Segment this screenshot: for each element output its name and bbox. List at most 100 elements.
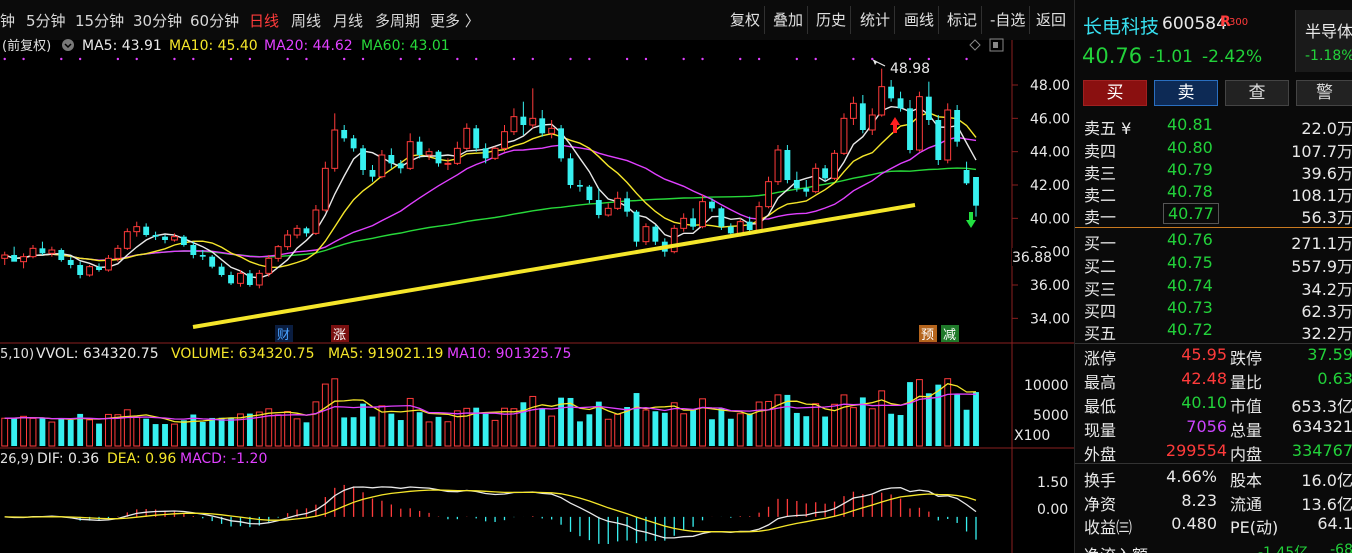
bid-row-2[interactable]: 买二 40.75 557.9万	[1075, 252, 1352, 276]
candle-body	[577, 185, 583, 187]
period-tab-1min[interactable]: 钟	[0, 12, 16, 30]
kline-chart[interactable]: (前复权) MA5: 43.91 MA10: 45.40 MA20: 44.62…	[0, 0, 1074, 553]
volume-bar	[388, 413, 395, 446]
trendline-drawing[interactable]	[192, 203, 916, 329]
ask-row-5[interactable]: 卖五 ¥ 40.81 22.0万	[1075, 114, 1352, 138]
remove-watchlist-button[interactable]: -自选	[986, 6, 1031, 34]
candle-body	[350, 138, 357, 149]
volume-bar	[180, 420, 187, 446]
restore-rights-button[interactable]: 复权	[726, 6, 766, 34]
volume-ma-lines	[4, 382, 977, 423]
history-button[interactable]: 历史	[812, 6, 852, 34]
event-badge-finance[interactable]	[275, 325, 293, 342]
volume-bar	[529, 395, 537, 447]
volume-bar	[680, 413, 688, 447]
alert-button[interactable]: 警	[1296, 80, 1352, 106]
volume-bar	[586, 414, 593, 446]
volume-bar	[670, 402, 678, 447]
sell-button[interactable]: 卖	[1154, 80, 1218, 106]
stat-value: 7056	[1186, 417, 1227, 436]
macd-tick-000: 0.00	[1037, 502, 1068, 518]
period-tab-more[interactable]: 更多 〉	[430, 12, 480, 30]
ask-row-2[interactable]: 卖二 40.78 108.1万	[1075, 181, 1352, 205]
candle-body	[228, 275, 234, 284]
period-tab-daily[interactable]: 日线	[249, 12, 280, 30]
signal-dot	[757, 57, 761, 61]
candle-body	[482, 148, 489, 159]
volume-bar	[652, 411, 659, 446]
stats-divider	[1075, 343, 1352, 344]
ask-price: 40.81	[1167, 115, 1213, 134]
period-tab-60min[interactable]: 60分钟	[190, 12, 240, 30]
stat-row-limit: 涨停 45.95 跌停 37.59	[1075, 344, 1352, 368]
bid-price: 40.76	[1167, 230, 1213, 249]
candle-body	[293, 227, 301, 236]
period-tab-15min[interactable]: 15分钟	[75, 12, 125, 30]
overlay-button[interactable]: 叠加	[769, 6, 809, 34]
query-button[interactable]: 查	[1225, 80, 1289, 106]
volume-bar	[878, 390, 886, 447]
ask-volume: 39.6万	[1301, 164, 1352, 183]
statistics-button[interactable]: 统计	[856, 6, 896, 34]
candle-body	[321, 167, 329, 211]
volume-bar	[755, 401, 763, 447]
bid-label: 买四	[1084, 302, 1117, 321]
window-icon[interactable]	[989, 38, 1004, 52]
stat-row-volume: 现量 7056 总量 634321	[1075, 416, 1352, 440]
signal-dot	[569, 57, 572, 61]
event-badge-rise[interactable]	[331, 325, 349, 342]
vol-tick-10000: 10000	[1024, 378, 1069, 394]
bid-row-4[interactable]: 买四 40.73 62.3万	[1075, 297, 1352, 321]
ask-row-1[interactable]: 卖一 40.77 56.3万	[1075, 203, 1352, 227]
bid-row-3[interactable]: 买三 40.74 34.2万	[1075, 275, 1352, 299]
volume-bar	[567, 397, 574, 446]
sector-box[interactable]	[1295, 10, 1352, 72]
volume-bar	[888, 413, 895, 446]
candle-body	[39, 248, 46, 254]
ma60-line	[4, 167, 977, 261]
bid-price: 40.72	[1167, 320, 1213, 339]
candle-body	[973, 177, 979, 206]
volume-bar	[209, 417, 216, 446]
net-inflow-value: -1.45亿	[1258, 545, 1309, 553]
buy-button[interactable]: 买	[1083, 80, 1147, 106]
cursor-price-bg	[1012, 248, 1052, 266]
volume-bar	[406, 397, 414, 447]
event-rise-label: 涨	[333, 328, 346, 343]
mark-button[interactable]: 标记	[943, 6, 983, 34]
chevron-down-icon	[64, 43, 72, 49]
candle-body	[48, 249, 56, 254]
back-button[interactable]: 返回	[1036, 11, 1067, 29]
ask-label: 卖二	[1084, 186, 1117, 205]
period-tab-30min[interactable]: 30分钟	[133, 12, 183, 30]
event-badge-forecast[interactable]	[919, 325, 937, 342]
period-tab-weekly[interactable]: 周线	[291, 12, 322, 30]
signal-dot	[305, 57, 308, 61]
bid-price: 40.75	[1167, 253, 1213, 272]
period-tab-5min[interactable]: 5分钟	[26, 12, 66, 30]
draw-line-button[interactable]: 画线	[900, 6, 940, 34]
stat-value: 4.66%	[1166, 467, 1217, 486]
ask-row-4[interactable]: 卖四 40.80 107.7万	[1075, 137, 1352, 161]
bid-row-1[interactable]: 买一 40.76 271.1万	[1075, 229, 1352, 253]
period-tab-multi[interactable]: 多周期	[375, 12, 421, 30]
ma10-line	[4, 111, 977, 269]
volume-bar	[473, 407, 480, 446]
signal-dot	[418, 57, 421, 61]
event-badge-reduce[interactable]	[941, 325, 959, 342]
period-tab-monthly[interactable]: 月线	[333, 12, 364, 30]
legend-toggle-icon[interactable]	[62, 39, 74, 51]
volume-bar	[397, 420, 404, 446]
net-inflow-value2: -68	[1330, 542, 1352, 553]
volume-bar	[944, 378, 952, 447]
last-price: 40.76	[1082, 44, 1143, 68]
ask-row-3[interactable]: 卖三 40.79 39.6万	[1075, 159, 1352, 183]
volume-bar	[925, 393, 932, 446]
volume-bar	[77, 413, 84, 446]
bid-row-5[interactable]: 买五 40.72 32.2万	[1075, 319, 1352, 343]
diamond-icon[interactable]	[969, 39, 981, 51]
volume-bar	[520, 402, 527, 446]
macd-dif-line	[4, 486, 977, 539]
volume-bar	[661, 412, 668, 446]
